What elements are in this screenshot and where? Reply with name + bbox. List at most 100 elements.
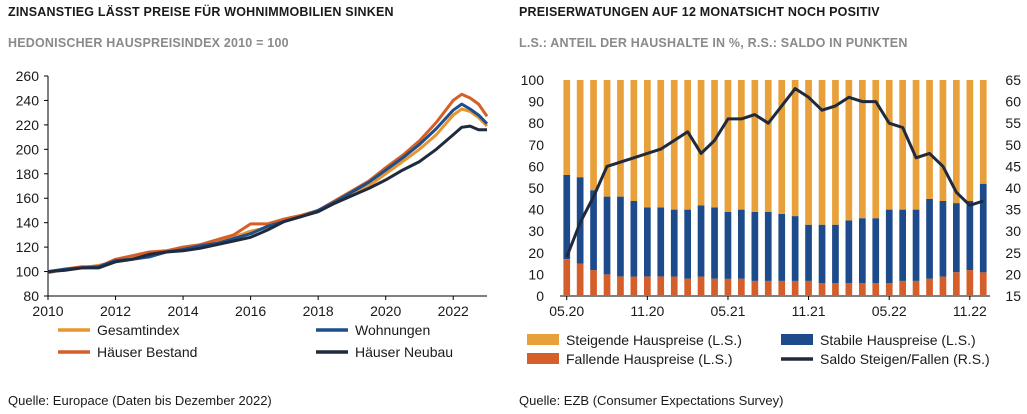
bar-fallend <box>953 272 960 296</box>
right-right-y-tick-label: 30 <box>1005 223 1021 239</box>
bar-fallend <box>885 283 893 296</box>
bar-fallend <box>764 280 772 296</box>
right-left-y-tick-label: 100 <box>521 72 545 88</box>
bar-steigend <box>697 80 705 206</box>
right-right-y-tick-label: 40 <box>1005 180 1021 196</box>
left-y-tick-label: 100 <box>16 264 40 280</box>
legend-swatch-stabil <box>781 334 813 345</box>
bar-stabil <box>738 209 745 279</box>
bar-steigend <box>885 80 893 210</box>
bar-fallend <box>832 283 839 296</box>
bar-stabil <box>563 175 571 260</box>
bar-steigend <box>603 80 611 197</box>
bar-steigend <box>791 80 799 217</box>
line-series-gesamt <box>47 107 489 274</box>
bar-fallend <box>657 276 665 296</box>
bar-steigend <box>724 80 732 212</box>
bar-stabil <box>859 218 866 283</box>
bar-fallend <box>724 278 732 296</box>
right-left-y-tick-label: 60 <box>528 158 544 174</box>
bar-fallend <box>738 278 745 296</box>
bar-stabil <box>926 198 933 279</box>
bar-stabil <box>939 201 947 277</box>
left-y-tick-label: 220 <box>16 117 40 133</box>
bar-steigend <box>979 80 987 184</box>
legend-label-saldo: Saldo Steigen/Fallen (R.S.) <box>820 351 990 367</box>
left-y-tick-label: 140 <box>16 215 40 231</box>
bar-stabil <box>751 211 759 281</box>
bar-fallend <box>859 283 866 296</box>
right-left-y-tick-label: 0 <box>536 288 544 304</box>
bar-fallend <box>576 263 584 296</box>
line-series-bestand <box>47 92 489 275</box>
left-x-tick-label: 2010 <box>32 303 63 319</box>
bar-steigend <box>899 80 906 210</box>
right-chart-subtitle: L.S.: ANTEIL DER HAUSHALTE IN %, R.S.: S… <box>519 36 908 50</box>
right-x-tick-label: 11.22 <box>953 303 987 319</box>
bar-steigend <box>859 80 866 219</box>
bar-stabil <box>953 203 960 273</box>
left-y-tick-label: 120 <box>16 239 40 255</box>
bar-stabil <box>697 205 705 277</box>
legend-swatch-steigend <box>527 334 559 345</box>
bar-steigend <box>670 80 678 210</box>
bar-steigend <box>657 80 665 208</box>
bar-steigend <box>576 80 584 178</box>
bar-steigend <box>805 80 812 225</box>
bar-stabil <box>684 209 691 279</box>
bar-stabil <box>764 211 772 281</box>
line-series-saldo <box>565 87 984 258</box>
legend-label-steigend: Steigende Hauspreise (L.S.) <box>566 332 742 348</box>
bar-steigend <box>926 80 933 199</box>
bar-fallend <box>670 276 678 296</box>
right-x-tick-label: 05.20 <box>549 303 584 319</box>
bar-steigend <box>630 80 638 201</box>
right-right-y-tick-label: 45 <box>1005 158 1021 174</box>
bar-steigend <box>751 80 759 212</box>
right-left-y-tick-label: 20 <box>528 245 544 261</box>
bar-stabil <box>590 190 597 271</box>
bar-steigend <box>711 80 718 208</box>
right-right-y-tick-label: 25 <box>1005 245 1021 261</box>
right-left-y-tick-label: 90 <box>528 94 544 110</box>
bar-fallend <box>912 280 920 296</box>
right-chart-title: PREISERWATUNGEN AUF 12 MONATSICHT NOCH P… <box>519 5 880 19</box>
bar-stabil <box>899 209 906 281</box>
bar-steigend <box>563 80 571 175</box>
left-y-tick-label: 240 <box>16 92 40 108</box>
right-x-tick-label: 11.21 <box>792 303 826 319</box>
bar-fallend <box>711 278 718 296</box>
right-left-y-tick-label: 80 <box>528 115 544 131</box>
left-x-tick-label: 2016 <box>235 303 266 319</box>
right-right-y-tick-label: 20 <box>1005 266 1021 282</box>
bar-stabil <box>711 207 718 279</box>
bar-stabil <box>630 201 638 277</box>
legend-swatch-fallend <box>527 353 559 364</box>
legend-label-stabil: Stabile Hauspreise (L.S.) <box>820 332 976 348</box>
bar-steigend <box>818 80 826 225</box>
bar-fallend <box>778 280 786 296</box>
bar-steigend <box>966 80 974 201</box>
bar-stabil <box>617 196 624 277</box>
right-left-y-tick-label: 50 <box>528 180 544 196</box>
right-right-y-tick-label: 15 <box>1005 288 1021 304</box>
left-x-tick-label: 2018 <box>303 303 334 319</box>
right-right-y-tick-label: 55 <box>1005 115 1021 131</box>
right-x-tick-label: 11.20 <box>630 303 664 319</box>
right-right-y-tick-label: 50 <box>1005 137 1021 153</box>
left-chart-subtitle: HEDONISCHER HAUSPREISINDEX 2010 = 100 <box>8 36 289 50</box>
bar-stabil <box>979 183 987 273</box>
left-x-tick-label: 2012 <box>100 303 131 319</box>
bar-fallend <box>630 276 638 296</box>
bar-fallend <box>966 270 974 296</box>
bar-steigend <box>738 80 745 210</box>
bar-fallend <box>603 274 611 296</box>
left-y-tick-label: 80 <box>23 288 39 304</box>
left-y-tick-label: 160 <box>16 190 40 206</box>
left-chart-title: ZINSANSTIEG LÄSST PREISE FÜR WOHNIMMOBIL… <box>8 5 394 19</box>
bar-steigend <box>845 80 853 221</box>
right-left-y-tick-label: 10 <box>528 266 544 282</box>
bar-steigend <box>764 80 772 212</box>
left-x-tick-label: 2014 <box>167 303 198 319</box>
bar-fallend <box>845 283 853 296</box>
